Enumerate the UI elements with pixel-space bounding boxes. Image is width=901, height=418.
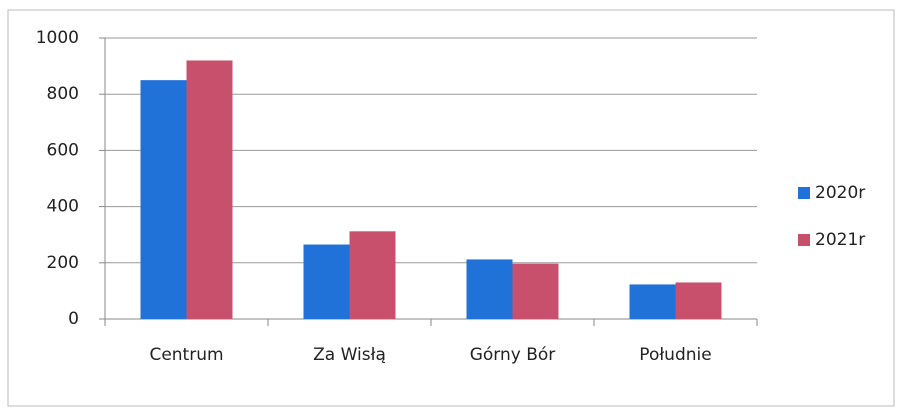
bar	[629, 284, 676, 319]
x-tick-label: Górny Bór	[470, 345, 556, 365]
x-tick-label: Za Wisłą	[313, 345, 386, 365]
bar	[675, 282, 722, 319]
y-tick-label: 600	[47, 140, 79, 160]
legend-swatch	[798, 187, 810, 199]
legend-swatch	[798, 234, 810, 246]
bar	[349, 231, 396, 319]
y-tick-label: 0	[68, 309, 79, 329]
bar	[303, 244, 350, 319]
y-tick-label: 1000	[36, 28, 79, 48]
y-tick-label: 200	[47, 253, 79, 273]
x-tick-label: Południe	[639, 345, 711, 365]
bar	[466, 259, 513, 319]
legend-label: 2021r	[815, 230, 865, 250]
y-tick-label: 400	[47, 197, 79, 217]
y-tick-label: 800	[47, 84, 79, 104]
bar	[186, 60, 233, 319]
x-tick-label: Centrum	[149, 345, 223, 365]
bar	[512, 263, 559, 319]
bar	[140, 80, 187, 320]
legend-label: 2020r	[815, 183, 865, 203]
